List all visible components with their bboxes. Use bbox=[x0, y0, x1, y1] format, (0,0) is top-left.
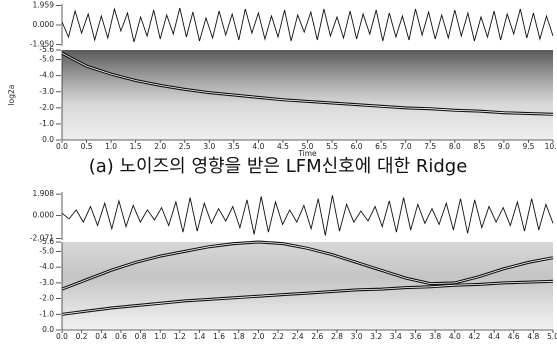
x-tick-label: 1.8 bbox=[233, 332, 245, 341]
y-tick-label: 0.0 bbox=[42, 135, 54, 144]
x-tick-label: 8.0 bbox=[449, 142, 461, 151]
x-tick-label: 1.0 bbox=[154, 332, 166, 341]
x-tick-label: 10.0 bbox=[545, 142, 557, 151]
y-tick-label: -3.0 bbox=[39, 278, 54, 287]
x-tick-label: 2.2 bbox=[272, 332, 284, 341]
x-tick-label: 6.5 bbox=[375, 142, 387, 151]
x-tick-label: 0.4 bbox=[95, 332, 107, 341]
x-tick-label: 4.5 bbox=[277, 142, 289, 151]
x-tick-label: 4.8 bbox=[527, 332, 539, 341]
x-tick-label: 4.6 bbox=[508, 332, 520, 341]
x-tick-label: 3.0 bbox=[351, 332, 363, 341]
x-tick-label: 1.6 bbox=[213, 332, 225, 341]
x-tick-label: 3.0 bbox=[203, 142, 215, 151]
x-tick-label: 3.4 bbox=[390, 332, 402, 341]
signal-line bbox=[62, 195, 553, 235]
y-tick-label: -1.0 bbox=[39, 119, 54, 128]
y-tick-label: 1.959 bbox=[33, 0, 55, 9]
x-tick-label: 1.2 bbox=[174, 332, 186, 341]
x-tick-label: 1.4 bbox=[194, 332, 206, 341]
x-tick-label: 4.0 bbox=[252, 142, 264, 151]
x-tick-label: 2.0 bbox=[154, 142, 166, 151]
y-tick-label: 1.908 bbox=[33, 189, 55, 198]
x-tick-label: 9.0 bbox=[498, 142, 510, 151]
x-tick-label: 2.4 bbox=[292, 332, 304, 341]
y-tick-label: -3.0 bbox=[39, 87, 54, 96]
x-tick-label: 5.5 bbox=[326, 142, 338, 151]
y-tick-label: -4.0 bbox=[39, 262, 54, 271]
x-tick-label: 3.6 bbox=[410, 332, 422, 341]
x-tick-label: 7.0 bbox=[400, 142, 412, 151]
x-tick-label: 0.0 bbox=[56, 142, 68, 151]
y-tick-label: 0.0 bbox=[42, 325, 54, 334]
caption: (a) 노이즈의 영향을 받은 LFM신호에 대한 Ridge bbox=[89, 156, 468, 177]
y-tick-label: -4.0 bbox=[39, 71, 54, 80]
x-tick-label: 5.0 bbox=[547, 332, 557, 341]
figure: (a) 노이즈의 영향을 받은 LFM신호에 대한 Ridge 1.959 0.0… bbox=[0, 0, 557, 343]
x-tick-label: 4.4 bbox=[488, 332, 500, 341]
x-tick-label: 0.6 bbox=[115, 332, 127, 341]
x-tick-label: 8.5 bbox=[473, 142, 485, 151]
signal-line bbox=[62, 8, 553, 42]
y-tick-label: -5.0 bbox=[39, 246, 54, 255]
x-tick-label: 2.8 bbox=[331, 332, 343, 341]
x-tick-label: 2.5 bbox=[179, 142, 191, 151]
x-tick-label: 4.2 bbox=[468, 332, 480, 341]
y-tick-label: -5.6 bbox=[39, 237, 54, 246]
x-tick-label: 6.0 bbox=[351, 142, 363, 151]
y-tick-label: -2.0 bbox=[39, 294, 54, 303]
x-tick-label: 0.8 bbox=[135, 332, 147, 341]
x-tick-label: 1.0 bbox=[105, 142, 117, 151]
x-tick-label: 7.5 bbox=[424, 142, 436, 151]
y-tick-label: 0.000 bbox=[33, 20, 55, 29]
y-tick-label: -5.6 bbox=[39, 45, 54, 54]
scalogram-background bbox=[62, 242, 553, 330]
x-tick-label: 9.5 bbox=[522, 142, 534, 151]
x-axis-label: Time bbox=[297, 149, 317, 158]
y-tick-label: -2.0 bbox=[39, 103, 54, 112]
x-tick-label: 2.6 bbox=[311, 332, 323, 341]
x-tick-label: 3.8 bbox=[429, 332, 441, 341]
x-tick-label: 4.0 bbox=[449, 332, 461, 341]
x-tick-label: 0.5 bbox=[81, 142, 93, 151]
y-tick-label: -1.0 bbox=[39, 309, 54, 318]
x-tick-label: 3.2 bbox=[370, 332, 382, 341]
y-tick-label: -5.0 bbox=[39, 55, 54, 64]
x-tick-label: 1.5 bbox=[130, 142, 142, 151]
x-tick-label: 3.5 bbox=[228, 142, 240, 151]
y-axis-label: log2a bbox=[7, 85, 16, 106]
scalogram-background bbox=[62, 50, 553, 140]
y-tick-label: 0.000 bbox=[33, 210, 55, 219]
x-tick-label: 0.0 bbox=[56, 332, 68, 341]
x-tick-label: 0.2 bbox=[76, 332, 88, 341]
x-tick-label: 2.0 bbox=[252, 332, 264, 341]
